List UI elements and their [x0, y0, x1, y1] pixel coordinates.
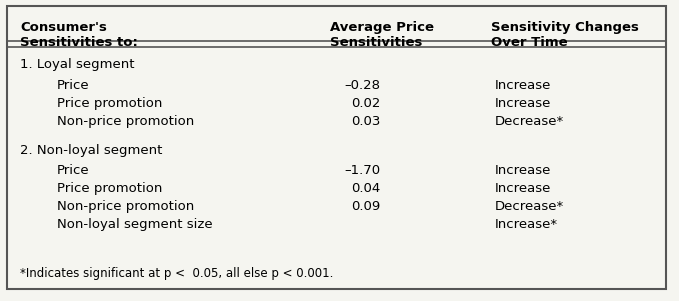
- Text: –1.70: –1.70: [344, 163, 380, 177]
- Text: 0.02: 0.02: [351, 97, 380, 110]
- Text: –0.28: –0.28: [344, 79, 380, 92]
- Text: Increase: Increase: [495, 163, 551, 177]
- Text: 0.09: 0.09: [351, 200, 380, 213]
- Text: *Indicates significant at p <  0.05, all else p < 0.001.: *Indicates significant at p < 0.05, all …: [20, 267, 333, 281]
- Text: Price promotion: Price promotion: [57, 97, 162, 110]
- Text: Increase: Increase: [495, 79, 551, 92]
- Text: 0.03: 0.03: [351, 115, 380, 129]
- Text: Increase*: Increase*: [495, 218, 558, 231]
- Text: Price: Price: [57, 163, 90, 177]
- Text: Average Price
Sensitivities: Average Price Sensitivities: [330, 21, 434, 49]
- Text: 0.04: 0.04: [351, 182, 380, 195]
- Text: 1. Loyal segment: 1. Loyal segment: [20, 58, 134, 71]
- Text: Non-price promotion: Non-price promotion: [57, 200, 194, 213]
- Text: Price: Price: [57, 79, 90, 92]
- Text: Non-price promotion: Non-price promotion: [57, 115, 194, 129]
- Text: 2. Non-loyal segment: 2. Non-loyal segment: [20, 144, 162, 157]
- Text: Non-loyal segment size: Non-loyal segment size: [57, 218, 213, 231]
- Text: Increase: Increase: [495, 97, 551, 110]
- Text: Increase: Increase: [495, 182, 551, 195]
- Text: Price promotion: Price promotion: [57, 182, 162, 195]
- Text: Decrease*: Decrease*: [495, 200, 564, 213]
- Text: Decrease*: Decrease*: [495, 115, 564, 129]
- Text: Consumer's
Sensitivities to:: Consumer's Sensitivities to:: [20, 21, 138, 49]
- Text: Sensitivity Changes
Over Time: Sensitivity Changes Over Time: [492, 21, 640, 49]
- FancyBboxPatch shape: [7, 6, 667, 289]
